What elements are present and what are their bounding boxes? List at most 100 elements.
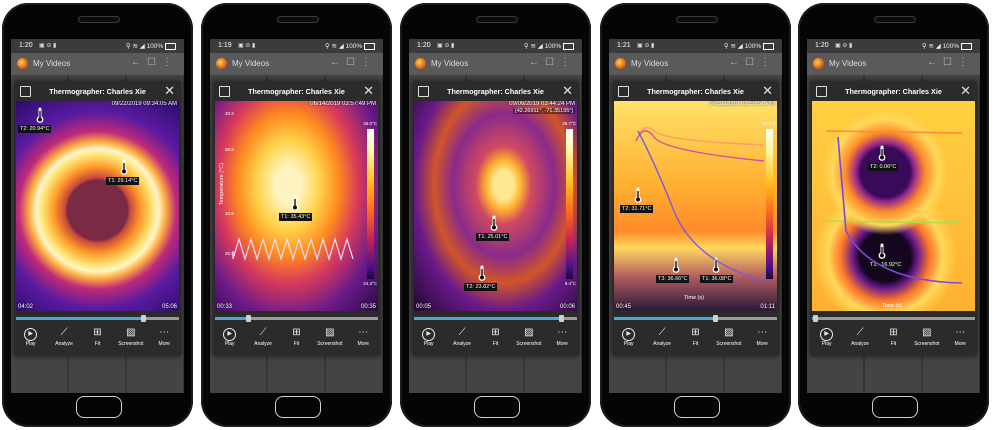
screenshot-button[interactable]: ▨ Screenshot xyxy=(514,326,544,356)
thermometer-icon[interactable] xyxy=(490,215,498,231)
close-icon[interactable]: ✕ xyxy=(363,83,374,98)
back-arrow-icon[interactable]: ← xyxy=(927,57,944,68)
phone-screen: 1:21 ▣ ⊖ ▮ ⚲ ≋ ◢ 100% My Videos ←☐⋮ Ther… xyxy=(609,39,782,393)
analyze-button[interactable]: ⟋ Analyze xyxy=(248,326,278,356)
screenshot-button[interactable]: ▨ Screenshot xyxy=(315,326,345,356)
more-button[interactable]: ⋯ More xyxy=(747,326,777,356)
select-checkbox[interactable] xyxy=(219,86,230,97)
signal-icon: ⚲ ≋ ◢ xyxy=(523,43,543,50)
seekbar-progress xyxy=(16,317,144,320)
home-button[interactable] xyxy=(871,396,918,418)
close-icon[interactable]: ✕ xyxy=(960,83,971,98)
back-arrow-icon[interactable]: ← xyxy=(330,57,347,68)
status-bar: 1:20 ▣ ⊖ ▮ ⚲ ≋ ◢ 100% xyxy=(409,39,582,53)
overflow-menu-icon[interactable]: ⋮ xyxy=(958,57,974,68)
analyze-button[interactable]: ⟋ Analyze xyxy=(845,326,875,356)
thermal-image[interactable]: 09/08/2019 03:44:24 PM [42.26911°, -71.35… xyxy=(414,101,577,311)
play-button[interactable]: ▶ Play xyxy=(16,326,46,356)
fit-icon: ⊞ xyxy=(93,327,102,338)
seekbar-thumb[interactable] xyxy=(813,315,819,322)
close-icon[interactable]: ✕ xyxy=(562,83,573,98)
timestamp: 09/22/2019 09:34:05 AM xyxy=(111,101,177,107)
home-button[interactable] xyxy=(274,396,321,418)
app-actions: ←☐⋮ xyxy=(729,57,776,68)
back-arrow-icon[interactable]: ← xyxy=(529,57,546,68)
select-checkbox[interactable] xyxy=(618,86,629,97)
app-logo-icon xyxy=(415,58,426,69)
thermometer-icon[interactable] xyxy=(634,187,642,203)
thermometer-icon[interactable] xyxy=(291,195,299,211)
select-icon[interactable]: ☐ xyxy=(943,57,958,68)
select-checkbox[interactable] xyxy=(816,86,827,97)
video-seekbar[interactable] xyxy=(215,315,378,322)
thermometer-icon[interactable] xyxy=(36,107,44,123)
back-arrow-icon[interactable]: ← xyxy=(729,57,746,68)
analyze-button[interactable]: ⟋ Analyze xyxy=(647,326,677,356)
screenshot-button[interactable]: ▨ Screenshot xyxy=(116,326,146,356)
seekbar-thumb[interactable] xyxy=(245,315,251,322)
play-button[interactable]: ▶ Play xyxy=(812,326,842,356)
play-button[interactable]: ▶ Play xyxy=(215,326,245,356)
battery-icon xyxy=(364,42,375,50)
close-icon[interactable]: ✕ xyxy=(164,83,175,98)
more-button[interactable]: ⋯ More xyxy=(945,326,975,356)
overflow-menu-icon[interactable]: ⋮ xyxy=(361,57,377,68)
home-button[interactable] xyxy=(473,396,520,418)
video-seekbar[interactable] xyxy=(414,315,577,322)
app-actions: ←☐⋮ xyxy=(529,57,576,68)
select-checkbox[interactable] xyxy=(20,86,31,97)
fit-button[interactable]: ⊞ Fit xyxy=(82,326,112,356)
video-seekbar[interactable] xyxy=(16,315,179,322)
overflow-menu-icon[interactable]: ⋮ xyxy=(560,57,576,68)
more-button[interactable]: ⋯ More xyxy=(348,326,378,356)
thermometer-icon[interactable] xyxy=(672,257,680,273)
select-icon[interactable]: ☐ xyxy=(745,57,760,68)
thermographer-dialog: Thermographer: Charles Xie ✕ 06/14/2019 … xyxy=(213,81,380,356)
video-seekbar[interactable] xyxy=(812,315,975,322)
fit-button[interactable]: ⊞ Fit xyxy=(680,326,710,356)
fit-button[interactable]: ⊞ Fit xyxy=(878,326,908,356)
screenshot-button[interactable]: ▨ Screenshot xyxy=(912,326,942,356)
back-arrow-icon[interactable]: ← xyxy=(131,57,148,68)
analyze-button[interactable]: ⟋ Analyze xyxy=(447,326,477,356)
select-checkbox[interactable] xyxy=(418,86,429,97)
thermographer-dialog: Thermographer: Charles Xie ✕ 07/31/2019 … xyxy=(612,81,779,356)
thermometer-icon[interactable] xyxy=(878,243,886,259)
play-button[interactable]: ▶ Play xyxy=(614,326,644,356)
current-time: 00:33 xyxy=(217,304,233,310)
analyze-label: Analyze xyxy=(254,341,272,347)
dialog-title: Thermographer: Charles Xie xyxy=(845,87,942,96)
video-seekbar[interactable] xyxy=(614,315,777,322)
seekbar-thumb[interactable] xyxy=(713,315,719,322)
thermometer-icon[interactable] xyxy=(478,265,486,281)
thermal-image[interactable]: 07/31/2019 01:55:51 PM 00:45 01:11 37.5°C T2… xyxy=(614,101,777,311)
signal-icon: ⚲ ≋ ◢ xyxy=(125,43,145,50)
analyze-button[interactable]: ⟋ Analyze xyxy=(49,326,79,356)
thermal-image[interactable]: T2: 0.06°C T1: -16.92°C Time (s) xyxy=(812,101,975,311)
select-icon[interactable]: ☐ xyxy=(147,57,162,68)
select-icon[interactable]: ☐ xyxy=(346,57,361,68)
current-time: 00:05 xyxy=(416,304,432,310)
home-button[interactable] xyxy=(75,396,122,418)
temperature-label: T2: 23.82°C xyxy=(464,283,498,291)
screenshot-button[interactable]: ▨ Screenshot xyxy=(714,326,744,356)
thermal-image[interactable]: 09/22/2019 09:34:05 AM 04:02 05:06 T2: 20.9… xyxy=(16,101,179,311)
thermometer-icon[interactable] xyxy=(878,145,886,161)
more-button[interactable]: ⋯ More xyxy=(149,326,179,356)
play-button[interactable]: ▶ Play xyxy=(414,326,444,356)
select-icon[interactable]: ☐ xyxy=(545,57,560,68)
fit-button[interactable]: ⊞ Fit xyxy=(281,326,311,356)
seekbar-thumb[interactable] xyxy=(558,315,564,322)
fit-icon: ⊞ xyxy=(691,327,700,338)
app-bar: My Videos ←☐⋮ xyxy=(210,53,383,75)
overflow-menu-icon[interactable]: ⋮ xyxy=(162,57,178,68)
battery-level: 100% xyxy=(146,43,164,50)
overflow-menu-icon[interactable]: ⋮ xyxy=(760,57,776,68)
seekbar-thumb[interactable] xyxy=(141,315,147,322)
close-icon[interactable]: ✕ xyxy=(762,83,773,98)
more-button[interactable]: ⋯ More xyxy=(547,326,577,356)
fit-button[interactable]: ⊞ Fit xyxy=(480,326,510,356)
home-button[interactable] xyxy=(673,396,720,418)
thermometer-icon[interactable] xyxy=(120,159,128,175)
thermal-image[interactable]: 06/14/2019 03:57:49 PM 00:33 00:35 36.0°C 24… xyxy=(215,101,378,311)
